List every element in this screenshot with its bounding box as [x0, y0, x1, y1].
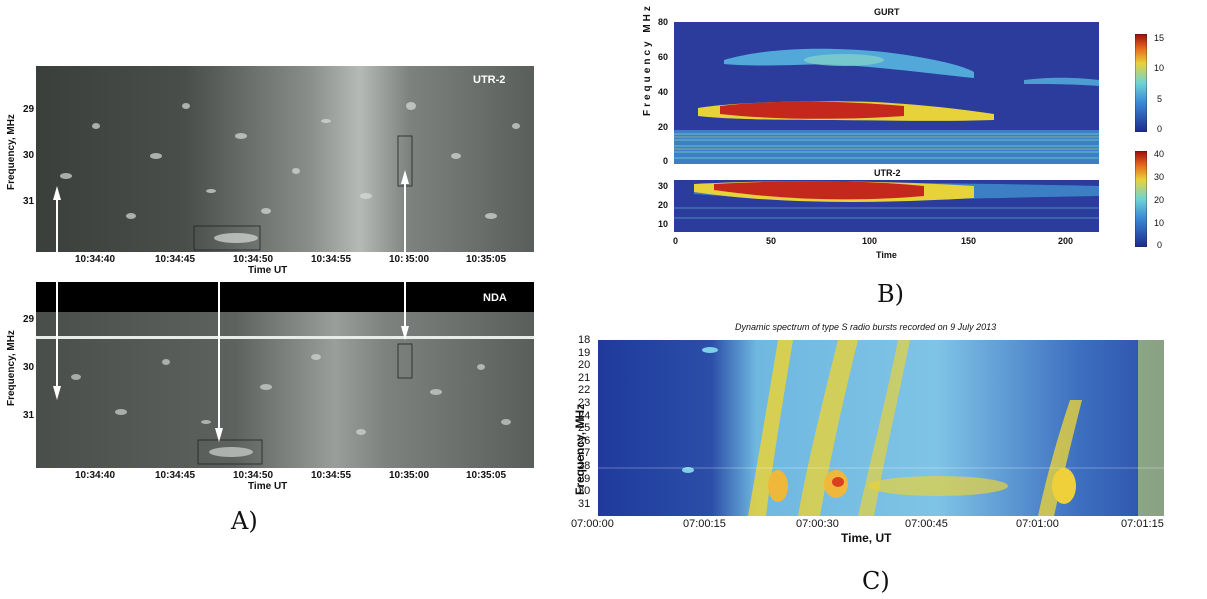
- nda-y-tick: 30: [23, 362, 35, 373]
- type-s-spectrogram: [598, 340, 1164, 516]
- utr2-b-colorbar-tick: 10: [1154, 218, 1165, 228]
- utr2-b-colorbar: [1135, 151, 1147, 247]
- panel-c-x-tick: 07:01:15: [1121, 518, 1164, 530]
- panel-c-title: Dynamic spectrum of type S radio bursts …: [735, 322, 997, 332]
- panel-c-y-tick: 28: [578, 460, 591, 472]
- nda-x-tick: 10:34:55: [311, 470, 352, 481]
- gurt-y-axis-label: Frequency MHz: [642, 3, 653, 116]
- utr2-label: UTR-2: [473, 74, 505, 86]
- panel-c-y-tick: 31: [578, 497, 591, 510]
- panel-c-y-tick: 27: [578, 447, 591, 460]
- utr2-x-tick: 10:34:50: [233, 254, 274, 265]
- utr2-x-tick: 10:34:40: [75, 254, 116, 265]
- panel-c-y-tick: 29: [578, 472, 591, 485]
- gurt-title: GURT: [874, 7, 900, 17]
- utr2-b-x-tick: 200: [1058, 236, 1074, 246]
- gurt-y-tick: 20: [658, 122, 669, 132]
- utr2-b-x-tick: 0: [673, 236, 679, 246]
- nda-spectrogram: NDA: [36, 282, 534, 468]
- panel-c-y-tick: 19: [578, 346, 591, 359]
- nda-x-axis-label: Time UT: [248, 481, 288, 492]
- utr2-b-y-tick: 20: [658, 200, 669, 210]
- utr2-b-spectrogram: [674, 180, 1099, 232]
- utr2-y-tick: 29: [23, 104, 35, 115]
- panel-c-x-tick: 07:01:00: [1016, 518, 1059, 530]
- gurt-colorbar-tick: 10: [1154, 63, 1165, 73]
- utr2-b-colorbar-tick: 20: [1154, 195, 1165, 205]
- panel-c-x-tick: 07:00:45: [905, 518, 948, 530]
- panel-c-x-tick: 07:00:15: [683, 518, 726, 530]
- nda-y-tick: 31: [23, 410, 35, 421]
- panel-c-y-tick: 18: [578, 334, 591, 346]
- nda-label: NDA: [483, 292, 507, 304]
- gurt-y-tick: 0: [663, 156, 669, 166]
- nda-x-tick: 10:35:00: [389, 470, 430, 481]
- panel-c-y-tick: 24: [578, 409, 591, 422]
- utr2-x-axis-label: Time UT: [248, 265, 288, 276]
- panel-c-x-tick: 07:00:00: [571, 518, 614, 530]
- utr2-b-x-tick: 100: [862, 236, 878, 246]
- gurt-y-tick: 40: [658, 87, 669, 97]
- utr2-x-tick: 10:34:55: [311, 254, 352, 265]
- nda-y-tick: 29: [23, 314, 35, 325]
- panel-c-y-tick: 30: [578, 485, 591, 498]
- utr2-b-x-tick: 50: [766, 236, 777, 246]
- utr2-b-y-tick: 30: [658, 181, 669, 191]
- utr2-b-colorbar-tick: 30: [1154, 172, 1165, 182]
- panel-c-y-tick: 22: [578, 384, 591, 397]
- utr2-y-tick: 31: [23, 196, 35, 207]
- gurt-colorbar-tick: 5: [1157, 94, 1163, 104]
- utr2-x-tick: 10:35:00: [389, 254, 430, 265]
- utr2-x-tick: 10:34:45: [155, 254, 196, 265]
- gurt-y-tick: 80: [658, 17, 669, 27]
- gurt-spectrogram: [674, 22, 1099, 164]
- panel-c-y-tick: 21: [578, 371, 591, 384]
- nda-x-tick: 10:34:45: [155, 470, 196, 481]
- gurt-colorbar: [1135, 34, 1147, 132]
- utr2-spectrogram: UTR-2: [36, 66, 534, 252]
- panel-c-y-tick: 20: [578, 359, 591, 372]
- gurt-y-tick: 60: [658, 52, 669, 62]
- utr2-b-x-tick: 150: [961, 236, 977, 246]
- utr2-y-tick: 30: [23, 150, 35, 161]
- gurt-colorbar-tick: 15: [1154, 33, 1165, 43]
- utr2-b-y-tick: 10: [658, 219, 669, 229]
- utr2-b-colorbar-tick: 40: [1154, 149, 1165, 159]
- panel-b-letter: B): [877, 280, 904, 308]
- correlation-arrows: [53, 170, 409, 442]
- nda-x-tick: 10:35:05: [466, 470, 507, 481]
- utr2-b-colorbar-tick: 0: [1157, 240, 1163, 250]
- panel-c-x-tick: 07:00:30: [796, 518, 839, 530]
- panel-c-x-axis-label: Time, UT: [841, 531, 892, 545]
- panel-c-y-tick: 26: [578, 434, 591, 447]
- nda-x-tick: 10:34:50: [233, 470, 274, 481]
- gurt-colorbar-tick: 0: [1157, 124, 1163, 134]
- panel-a-letter: A): [231, 507, 258, 535]
- utr2-b-x-axis-label: Time: [876, 250, 897, 260]
- nda-x-tick: 10:34:40: [75, 470, 116, 481]
- panel-c-letter: C): [862, 567, 890, 595]
- panel-c-y-tick: 25: [578, 422, 591, 435]
- utr2-b-title: UTR-2: [874, 168, 901, 178]
- panel-c-y-tick: 23: [578, 397, 591, 409]
- utr2-x-tick: 10:35:05: [466, 254, 507, 265]
